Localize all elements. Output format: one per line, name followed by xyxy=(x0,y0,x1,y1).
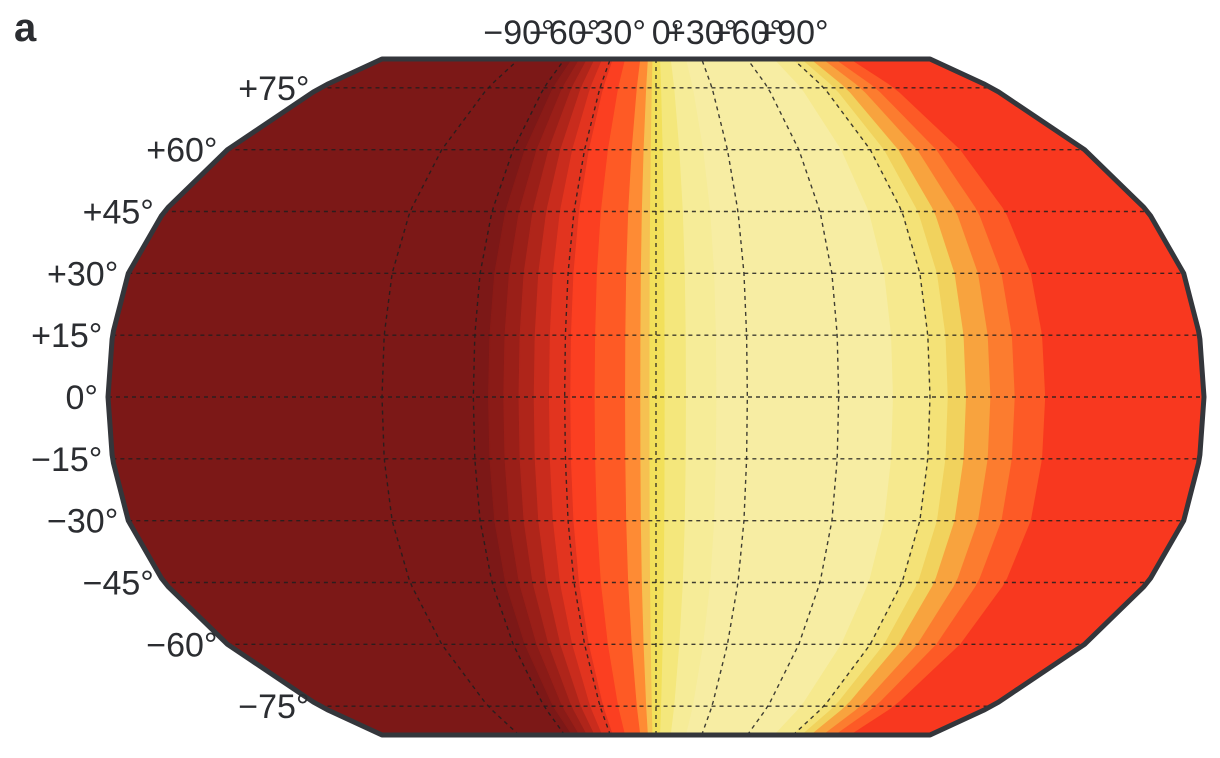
longitude-label: +90° xyxy=(757,14,828,52)
longitude-labels: −90°−60°−30° 0°+30°+60°+90° xyxy=(483,14,828,52)
meridian-line xyxy=(701,59,749,735)
meridian-line xyxy=(746,59,840,735)
longitude-label: +60° xyxy=(712,14,783,52)
latitude-label: +75° xyxy=(238,70,309,108)
panel-label: a xyxy=(14,6,37,50)
latitude-label: −30° xyxy=(47,503,118,541)
meridian-line xyxy=(472,59,566,735)
longitude-label: −60° xyxy=(529,14,600,52)
latitude-label: −45° xyxy=(83,565,154,603)
latitude-label: 0° xyxy=(65,379,98,417)
latitude-label: −60° xyxy=(146,626,217,664)
latitude-label: −15° xyxy=(31,441,102,479)
latitude-label: +15° xyxy=(31,317,102,355)
longitude-label: +30° xyxy=(666,14,737,52)
meridian-line xyxy=(792,59,931,735)
latitude-label: −75° xyxy=(238,688,309,726)
latitude-label: +60° xyxy=(146,132,217,170)
latitude-label: +45° xyxy=(83,194,154,232)
latitude-labels: +75° +60° +45° +30° +15° 0° −15° −30° −45° −60° −7… xyxy=(31,70,309,726)
longitude-label: 0° xyxy=(652,14,685,52)
longitude-label: −30° xyxy=(575,14,646,52)
meridian-line xyxy=(563,59,611,735)
latitude-label: +30° xyxy=(47,255,118,293)
longitude-label: −90° xyxy=(483,14,554,52)
map-outline xyxy=(105,56,1207,738)
graticule xyxy=(108,59,1204,735)
